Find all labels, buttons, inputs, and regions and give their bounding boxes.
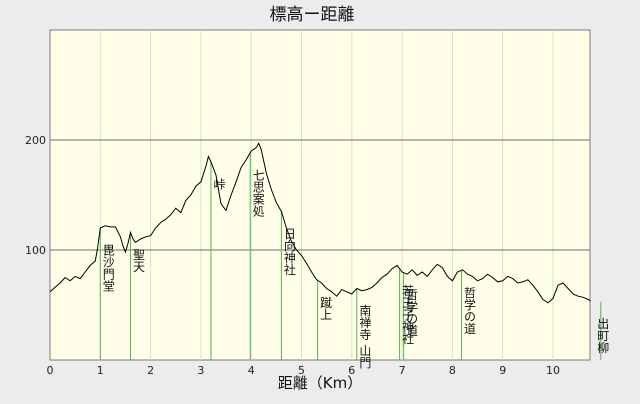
series-line xyxy=(49,142,591,304)
marker-label: 日向神社 xyxy=(282,228,296,276)
marker-label: 七思案処 xyxy=(251,168,265,217)
x-axis-title: 距離（Km） xyxy=(278,374,362,392)
x-tick-label: 3 xyxy=(197,364,204,377)
x-tick-label: 4 xyxy=(248,364,255,377)
marker-label: 毘沙門堂 xyxy=(101,244,115,292)
chart-title: 標高ー距離 xyxy=(270,5,355,25)
x-tick-label: 2 xyxy=(147,364,154,377)
y-tick-label: 100 xyxy=(25,244,46,257)
x-tick-label: 0 xyxy=(47,364,54,377)
x-tick-label: 9 xyxy=(499,364,506,377)
marker-label: 若王子神社 xyxy=(401,284,415,344)
marker-layer xyxy=(99,152,602,360)
marker-label: 哲学の道 xyxy=(405,288,419,336)
x-tick-label: 1 xyxy=(97,364,104,377)
plot-area xyxy=(49,29,591,361)
y-tick-label: 200 xyxy=(25,134,46,147)
marker-label: 峠 xyxy=(212,177,226,190)
x-tick-label: 6 xyxy=(348,364,355,377)
marker-label: 哲学の道 xyxy=(462,286,476,334)
marker-label: 出町柳 xyxy=(596,317,610,354)
x-tick-label: 7 xyxy=(399,364,406,377)
x-tick-label: 8 xyxy=(449,364,456,377)
marker-label: 蹴上 xyxy=(319,296,333,320)
axis-layer: 0 1 2 3 4 5 6 7 8 9 10 100 200 xyxy=(25,134,560,377)
x-tick-label: 10 xyxy=(546,364,560,377)
marker-label: 聖天 xyxy=(131,248,145,272)
x-tick-label: 5 xyxy=(298,364,305,377)
marker-label: 南禅寺 山門 xyxy=(358,303,372,368)
